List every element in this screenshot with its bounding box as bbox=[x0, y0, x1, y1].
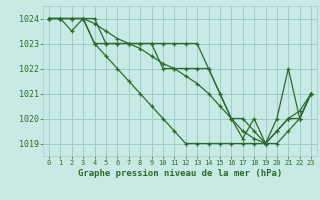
X-axis label: Graphe pression niveau de la mer (hPa): Graphe pression niveau de la mer (hPa) bbox=[78, 169, 282, 178]
